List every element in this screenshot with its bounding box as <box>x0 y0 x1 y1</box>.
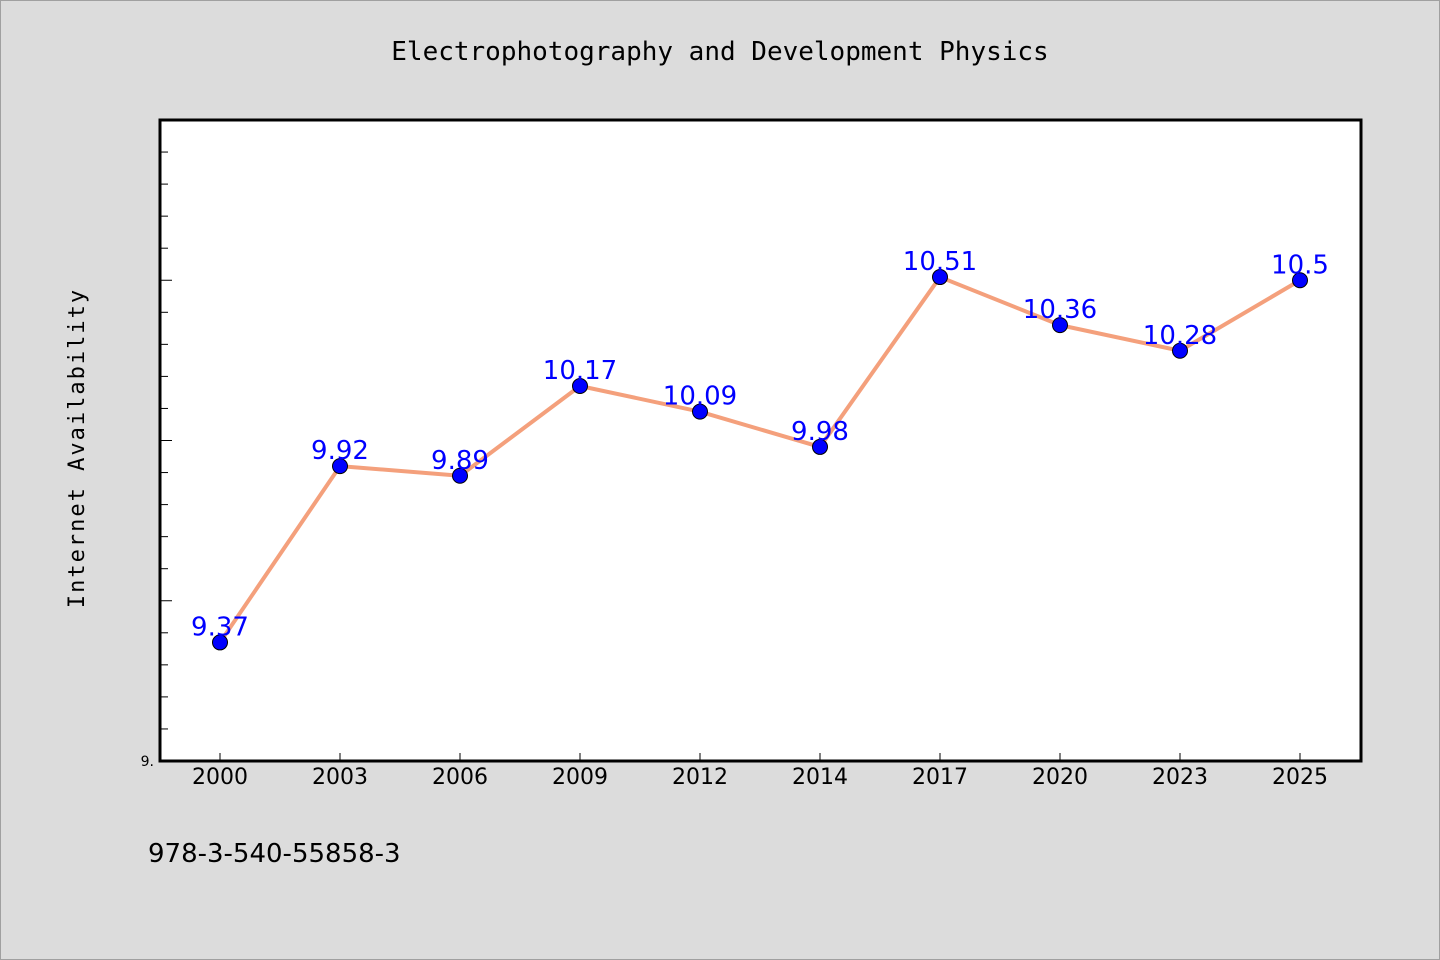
data-label: 9.92 <box>311 436 369 466</box>
data-point <box>332 458 348 475</box>
isbn-text: 978-3-540-55858-3 <box>148 839 401 869</box>
y-axis-label: Internet Availability <box>65 288 90 608</box>
data-point <box>812 438 828 455</box>
x-tick-label: 2017 <box>912 765 968 790</box>
data-labels: 9.37 9.92 9.89 10.17 10.09 9.98 10.51 10.36 10.2… <box>191 247 1329 642</box>
data-markers <box>212 269 1308 651</box>
chart-title: Electrophotography and Development Physi… <box>391 37 1048 67</box>
data-label: 9.98 <box>791 417 849 447</box>
x-tick-label: 2025 <box>1272 765 1328 790</box>
x-tick-label: 2009 <box>552 765 608 790</box>
data-label: 10.51 <box>903 247 977 277</box>
data-point <box>572 378 588 395</box>
data-point <box>212 634 228 651</box>
series-line <box>218 275 1302 645</box>
data-point <box>1172 342 1188 359</box>
data-point <box>932 269 948 286</box>
x-tick-label: 2012 <box>672 765 728 790</box>
data-label: 10.17 <box>543 356 617 386</box>
data-label: 10.5 <box>1271 250 1329 280</box>
series-polyline <box>218 275 1302 645</box>
y-tick-label: 9. <box>141 754 154 770</box>
x-tick-label: 2023 <box>1152 765 1208 790</box>
plot-area <box>158 118 1363 763</box>
data-point <box>452 467 468 484</box>
data-label: 9.37 <box>191 612 249 642</box>
x-tick-label: 2006 <box>432 765 488 790</box>
x-tick-label: 2014 <box>792 765 848 790</box>
data-point <box>1052 317 1068 334</box>
x-tick-label: 2003 <box>312 765 368 790</box>
data-label: 10.28 <box>1143 321 1217 351</box>
x-tick-label: 2000 <box>192 765 248 790</box>
data-label: 9.89 <box>431 446 489 476</box>
data-label: 10.09 <box>663 382 737 412</box>
data-point <box>692 403 708 420</box>
x-tick-label: 2020 <box>1032 765 1088 790</box>
x-axis-ticks: 2000 2003 2006 2009 2012 2014 2017 2020 2023 2025 <box>192 753 1328 790</box>
data-label: 10.36 <box>1023 295 1097 325</box>
data-point <box>1292 272 1308 289</box>
y-axis-ticks <box>160 151 172 730</box>
